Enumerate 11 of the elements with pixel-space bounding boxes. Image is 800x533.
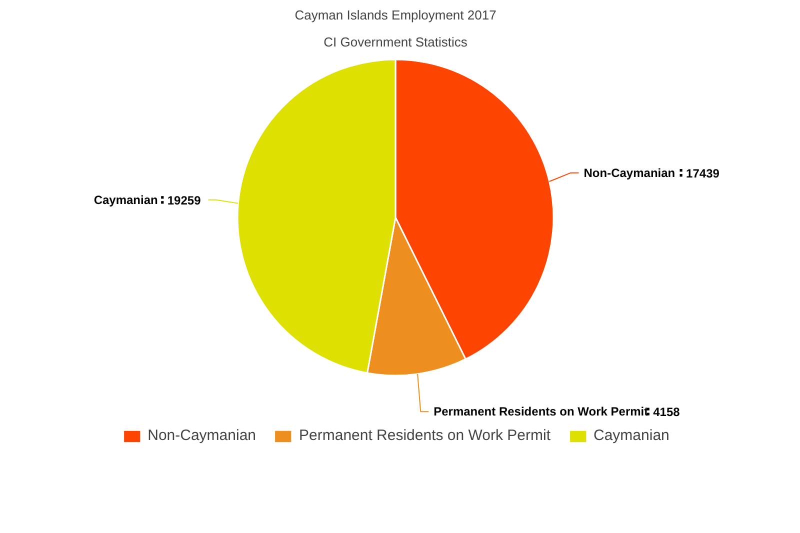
data-label: 19259	[167, 193, 202, 208]
slice-label: Permanent Residents on Work Permit	[434, 404, 648, 419]
chart-subtitle: CI Government Statistics	[324, 34, 468, 50]
data-label: 4158	[653, 405, 680, 420]
legend-label: Permanent Residents on Work Permit	[299, 427, 551, 444]
legend-label: Caymanian	[594, 427, 670, 444]
slice-label: Non-Caymanian	[584, 166, 676, 180]
slice-label: Caymanian	[94, 192, 158, 207]
chart-title: Cayman Islands Employment 2017	[294, 8, 496, 22]
data-label: 17439	[686, 166, 720, 180]
legend-label: Non-Caymanian	[148, 427, 256, 444]
